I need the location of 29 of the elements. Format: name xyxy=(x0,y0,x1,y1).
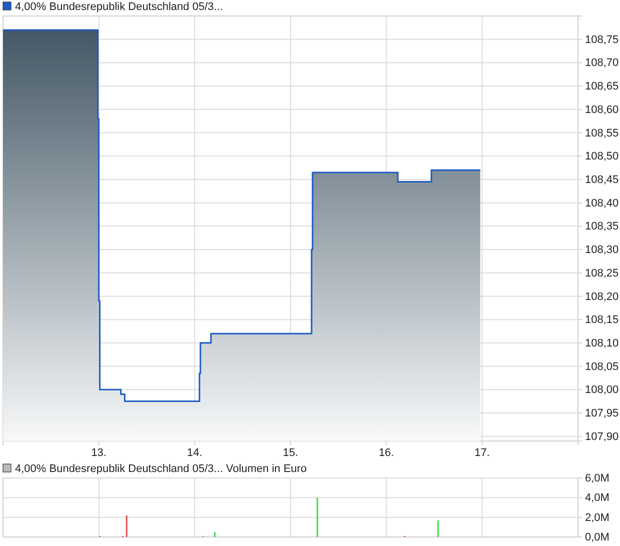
x-tick-label: 16. xyxy=(378,446,394,459)
x-tick-label: 15. xyxy=(282,446,298,459)
y-tick-label: 108,70 xyxy=(585,57,619,70)
y-tick-label: 108,00 xyxy=(585,384,619,396)
x-tick-label: 13. xyxy=(91,446,106,459)
y-tick-label: 108,30 xyxy=(585,244,619,256)
y-tick-label: 108,55 xyxy=(585,127,619,140)
y-tick-label: 108,40 xyxy=(585,197,619,210)
y-tick-label: 2,0M xyxy=(585,512,610,524)
y-tick-label: 108,60 xyxy=(585,104,619,116)
y-tick-label: 108,05 xyxy=(585,360,619,373)
y-tick-label: 107,90 xyxy=(585,430,619,443)
y-tick-label: 108,65 xyxy=(585,80,619,93)
text: 4,00% Bundesrepublik Deutschland 05/3... Volumen in Euro xyxy=(15,463,307,475)
y-tick-label: 108,35 xyxy=(585,220,619,233)
y-tick-label: 108,75 xyxy=(585,34,619,46)
y-tick-label: 108,10 xyxy=(585,337,619,350)
y-tick-label: 108,45 xyxy=(585,174,619,186)
y-tick-label: 108,25 xyxy=(585,267,619,280)
y-tick-label: 108,20 xyxy=(585,290,619,303)
y-tick-label: 6,0M xyxy=(585,472,610,485)
x-tick-label: 14. xyxy=(187,446,202,459)
y-tick-label: 0,0M xyxy=(585,532,610,544)
y-tick-label: 4,0M xyxy=(585,492,610,504)
y-tick-label: 108,50 xyxy=(585,150,619,163)
y-tick-label: 107,95 xyxy=(585,408,619,420)
y-tick-label: 108,15 xyxy=(585,314,619,326)
legend-label: 4,00% Bundesrepublik Deutschland 05/3... xyxy=(15,1,223,13)
x-tick-label: 17. xyxy=(474,446,490,459)
